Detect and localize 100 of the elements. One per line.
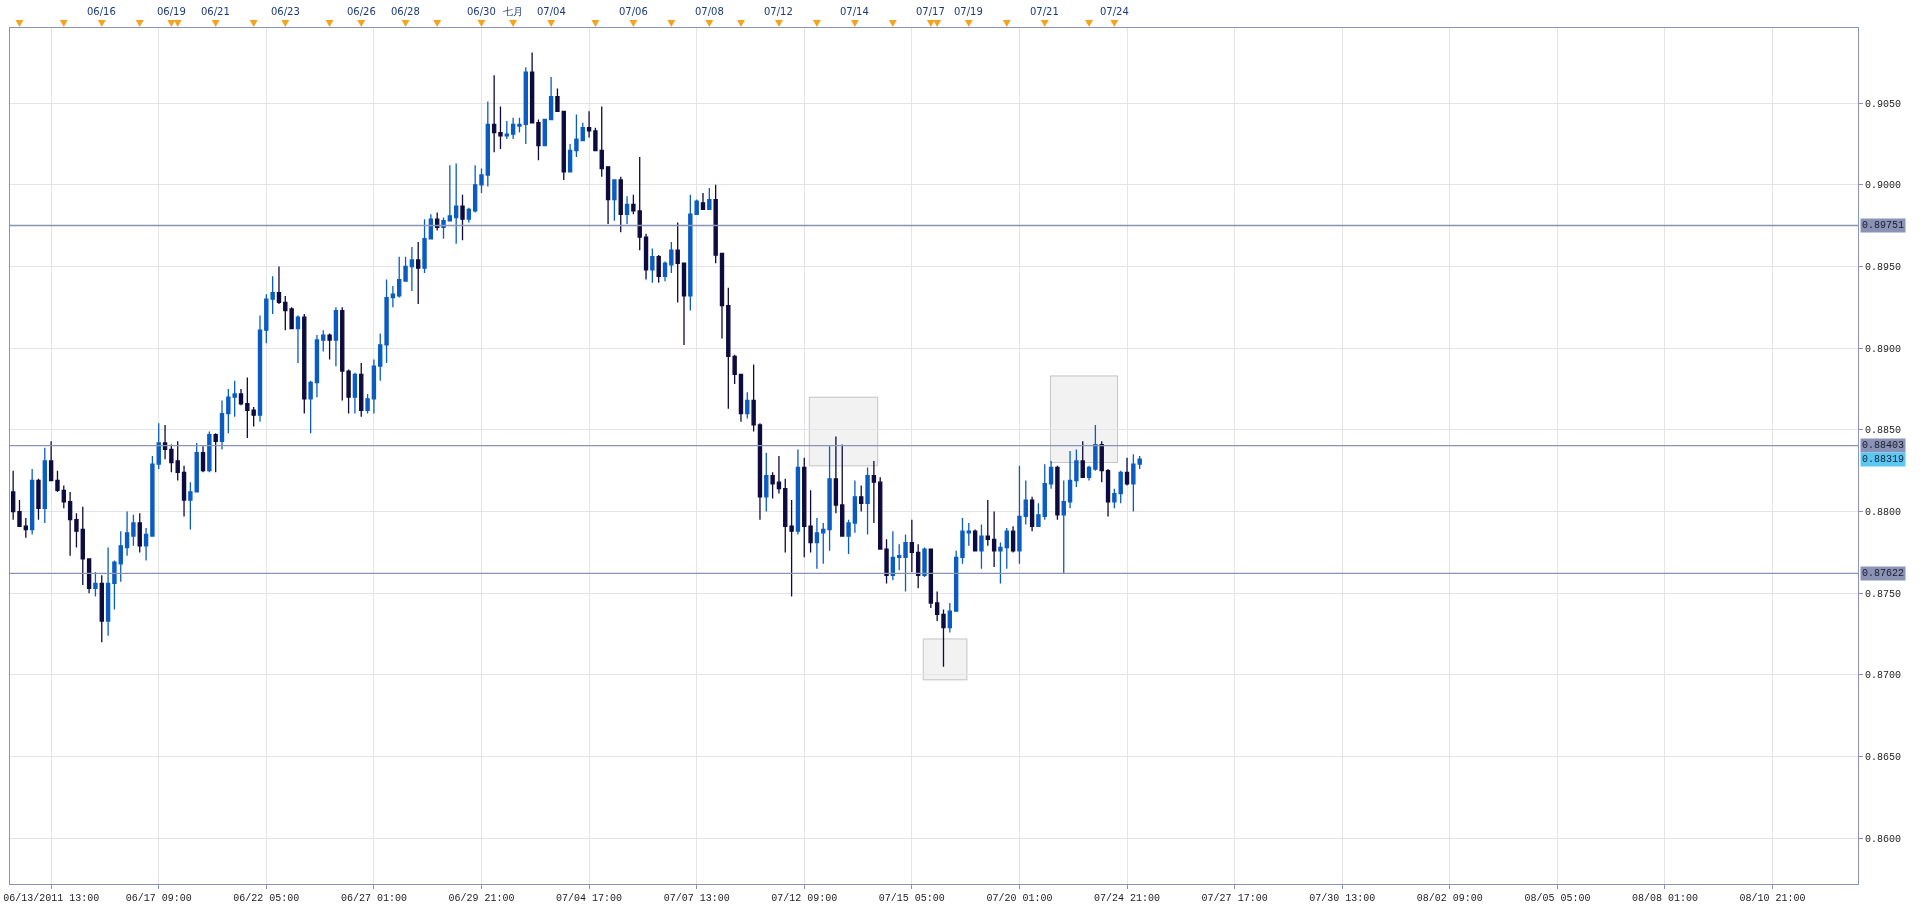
candlestick <box>371 358 377 415</box>
x-tick-label: 07/20 01:00 <box>986 893 1053 904</box>
candlestick <box>321 329 326 353</box>
x-tick-label: 06/22 05:00 <box>233 893 300 904</box>
candlestick <box>1004 527 1009 570</box>
candlestick <box>814 517 820 570</box>
candlestick <box>523 66 528 145</box>
candlestick <box>745 391 750 420</box>
candlestick <box>947 602 953 634</box>
candlestick <box>637 156 642 251</box>
x-tick-label: 07/24 21:00 <box>1094 893 1161 904</box>
candlestick <box>1036 502 1041 527</box>
candlestick <box>188 481 193 531</box>
candlestick <box>574 113 579 158</box>
candlestick <box>884 538 889 585</box>
candlestick <box>751 363 756 433</box>
y-tick-label: 0.8850 <box>1865 425 1902 437</box>
candlestick <box>17 499 22 527</box>
text: 06/28 <box>391 6 420 17</box>
candlestick <box>599 105 604 178</box>
ref-line-label: 0.87622 <box>1862 568 1905 579</box>
candlestick <box>1061 479 1066 575</box>
candlestick <box>169 443 174 473</box>
candlestick <box>757 422 763 521</box>
candlestick <box>764 452 769 513</box>
candlestick <box>175 440 180 482</box>
candlestick <box>536 118 541 161</box>
candlestick <box>55 470 60 493</box>
candlestick <box>118 530 123 583</box>
candlestick <box>384 278 389 364</box>
y-tick-label: 0.8700 <box>1865 670 1902 682</box>
candlestick <box>99 574 104 643</box>
candlestick <box>650 247 655 284</box>
y-tick-label: 0.8900 <box>1865 343 1902 355</box>
candlestick <box>985 499 990 547</box>
candlestick <box>67 491 73 557</box>
candlestick <box>112 559 117 611</box>
candlestick <box>150 455 155 537</box>
y-tick-label: 0.8750 <box>1865 588 1902 600</box>
x-tick-label: 07/04 17:00 <box>556 893 623 904</box>
candlestick <box>422 218 427 274</box>
candlestick <box>922 546 927 578</box>
ref-line-label: 0.88403 <box>1862 440 1905 451</box>
candlestick <box>441 216 446 240</box>
text: 06/16 <box>87 6 116 17</box>
candlestick <box>675 221 680 304</box>
candlestick <box>612 179 617 222</box>
x-tick-label: 08/02 09:00 <box>1416 893 1483 904</box>
candlestick <box>472 164 478 214</box>
candlestick <box>1086 465 1092 482</box>
candlestick <box>479 167 484 194</box>
text: 07/06 <box>619 6 648 17</box>
candlestick <box>808 489 813 554</box>
candlestick <box>397 256 402 299</box>
text: 07/19 <box>954 6 983 17</box>
candlestick <box>903 533 908 593</box>
candlestick <box>194 442 199 493</box>
text: 06/19 <box>157 6 186 17</box>
candlestick <box>447 164 453 222</box>
candlestick <box>346 368 351 415</box>
candlestick <box>517 117 522 134</box>
candlestick <box>207 430 212 473</box>
candlestick <box>1118 470 1123 505</box>
x-tick-label: 07/15 05:00 <box>878 893 945 904</box>
y-tick-label: 0.9000 <box>1865 180 1902 192</box>
candlestick <box>219 399 225 451</box>
x-tick-label: 06/27 01:00 <box>340 893 407 904</box>
candlestick <box>928 548 934 609</box>
candlestick <box>865 466 870 536</box>
candlestick <box>1048 460 1054 490</box>
candlestick <box>510 117 516 140</box>
text: 七月 <box>503 6 523 17</box>
candlestick <box>795 448 801 536</box>
candlestick <box>852 479 858 534</box>
candlestick <box>827 445 832 552</box>
candlestick <box>859 484 864 513</box>
candlestick <box>409 246 415 292</box>
candlestick <box>453 162 459 245</box>
text: 07/21 <box>1030 6 1059 17</box>
candlestick <box>333 306 339 367</box>
candlestick <box>548 76 554 121</box>
candlestick <box>991 510 997 568</box>
candlestick <box>378 332 383 382</box>
text: 07/14 <box>840 6 869 17</box>
candlestick <box>605 166 611 225</box>
candlestick <box>890 530 896 581</box>
candlestick <box>42 447 48 524</box>
candlestick <box>200 445 206 473</box>
candlestick <box>580 122 585 142</box>
candlestick <box>1105 468 1111 518</box>
candlestick <box>93 571 98 598</box>
candlestick <box>846 519 851 555</box>
y-tick-label: 0.8800 <box>1865 507 1902 519</box>
candlestick <box>586 110 592 139</box>
x-tick-label: 06/13/2011 13:00 <box>3 893 100 904</box>
candlestick <box>48 440 54 482</box>
candlestick <box>1080 440 1085 478</box>
candlestick <box>719 252 725 340</box>
candlestick <box>1017 465 1022 565</box>
candlestick <box>352 372 358 415</box>
